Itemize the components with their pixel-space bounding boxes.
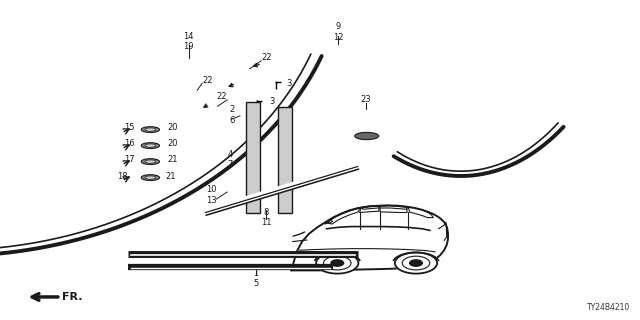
Text: 22: 22 <box>217 92 227 101</box>
Text: 16: 16 <box>124 139 134 148</box>
Circle shape <box>395 252 437 274</box>
Ellipse shape <box>355 132 379 140</box>
Text: 22: 22 <box>261 53 271 62</box>
Text: 3: 3 <box>287 79 292 88</box>
Ellipse shape <box>141 143 159 148</box>
Text: 4
7: 4 7 <box>228 150 233 169</box>
Ellipse shape <box>145 176 156 179</box>
Text: 21: 21 <box>168 156 178 164</box>
Circle shape <box>331 260 344 266</box>
Text: 20: 20 <box>168 123 178 132</box>
Circle shape <box>316 252 358 274</box>
Ellipse shape <box>145 160 156 163</box>
Ellipse shape <box>145 128 156 131</box>
Text: 8
11: 8 11 <box>261 208 271 227</box>
Text: TY24B4210: TY24B4210 <box>587 303 630 312</box>
Text: 1
5: 1 5 <box>253 269 259 288</box>
Text: 21: 21 <box>165 172 175 181</box>
Ellipse shape <box>141 127 159 132</box>
Bar <box>246 102 260 213</box>
Text: 18: 18 <box>117 172 128 181</box>
Ellipse shape <box>141 175 159 180</box>
Text: 2
6: 2 6 <box>229 106 234 125</box>
Text: 9
12: 9 12 <box>333 22 343 42</box>
Circle shape <box>410 260 422 266</box>
Text: 10
13: 10 13 <box>205 186 216 205</box>
Text: 15: 15 <box>124 123 134 132</box>
Text: 22: 22 <box>202 76 212 85</box>
Text: 17: 17 <box>124 156 134 164</box>
Text: FR.: FR. <box>62 292 83 302</box>
Text: 14
19: 14 19 <box>184 32 194 51</box>
Text: 20: 20 <box>168 139 178 148</box>
Text: 23: 23 <box>361 95 371 104</box>
Ellipse shape <box>141 159 159 164</box>
Text: 3: 3 <box>269 97 274 106</box>
Ellipse shape <box>145 144 156 147</box>
Bar <box>278 107 292 213</box>
